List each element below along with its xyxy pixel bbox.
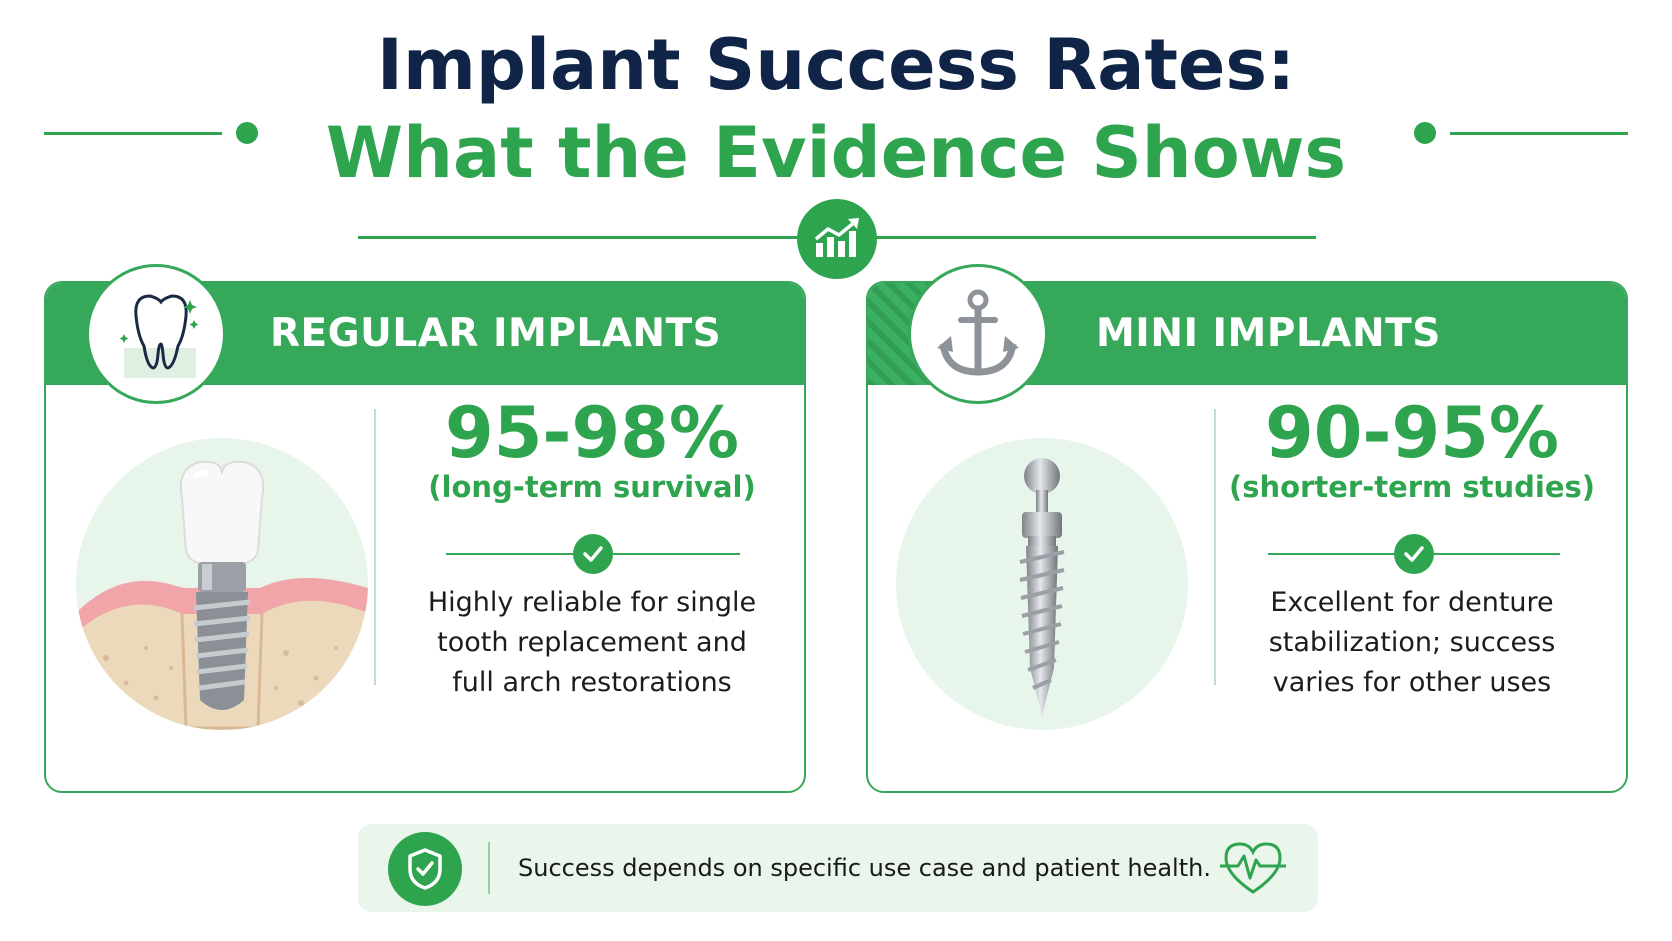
shield-check-icon: [388, 832, 462, 906]
description-line: full arch restorations: [452, 667, 732, 698]
mini-implants-card: MINI IMPLANTS: [866, 281, 1628, 793]
growth-chart-icon: [797, 199, 877, 279]
footer-text: Success depends on specific use case and…: [518, 854, 1211, 882]
description-line: tooth replacement and: [437, 627, 747, 658]
check-icon: [1394, 534, 1434, 574]
success-rate-note: (long-term survival): [428, 470, 756, 504]
footer-divider: [488, 842, 490, 894]
success-rate-value: 90-95%: [1264, 392, 1559, 474]
title-rule-right: [1450, 132, 1628, 135]
title-rule-left: [44, 132, 222, 135]
card-title: MINI IMPLANTS: [1096, 311, 1441, 356]
card-description: Highly reliable for single tooth replace…: [392, 583, 792, 703]
card-divider: [1214, 409, 1216, 685]
subtitle-rule-left: [358, 236, 802, 239]
card-description: Excellent for denture stabilization; suc…: [1212, 583, 1612, 703]
description-line: Highly reliable for single: [427, 587, 757, 618]
tooth-icon: [86, 264, 226, 404]
mini-implant-illustration: [896, 438, 1188, 730]
description-line: Excellent for denture: [1270, 587, 1554, 618]
heart-pulse-icon: [1218, 838, 1288, 903]
check-icon: [573, 534, 613, 574]
footer-note: Success depends on specific use case and…: [358, 824, 1318, 912]
success-rate-note: (shorter-term studies): [1228, 470, 1596, 504]
title-dot-right: [1414, 122, 1436, 144]
title-dot-left: [236, 122, 258, 144]
card-divider: [374, 409, 376, 685]
description-line: varies for other uses: [1272, 667, 1552, 698]
description-line: stabilization; success: [1268, 627, 1556, 658]
anchor-icon: [908, 264, 1048, 404]
title-line-2: What the Evidence Shows: [325, 112, 1347, 194]
title-line-1: Implant Success Rates:: [376, 24, 1296, 106]
dental-implant-illustration: [76, 438, 368, 730]
card-title: REGULAR IMPLANTS: [270, 311, 722, 356]
success-rate-value: 95-98%: [444, 392, 739, 474]
subtitle-rule-right: [872, 236, 1316, 239]
